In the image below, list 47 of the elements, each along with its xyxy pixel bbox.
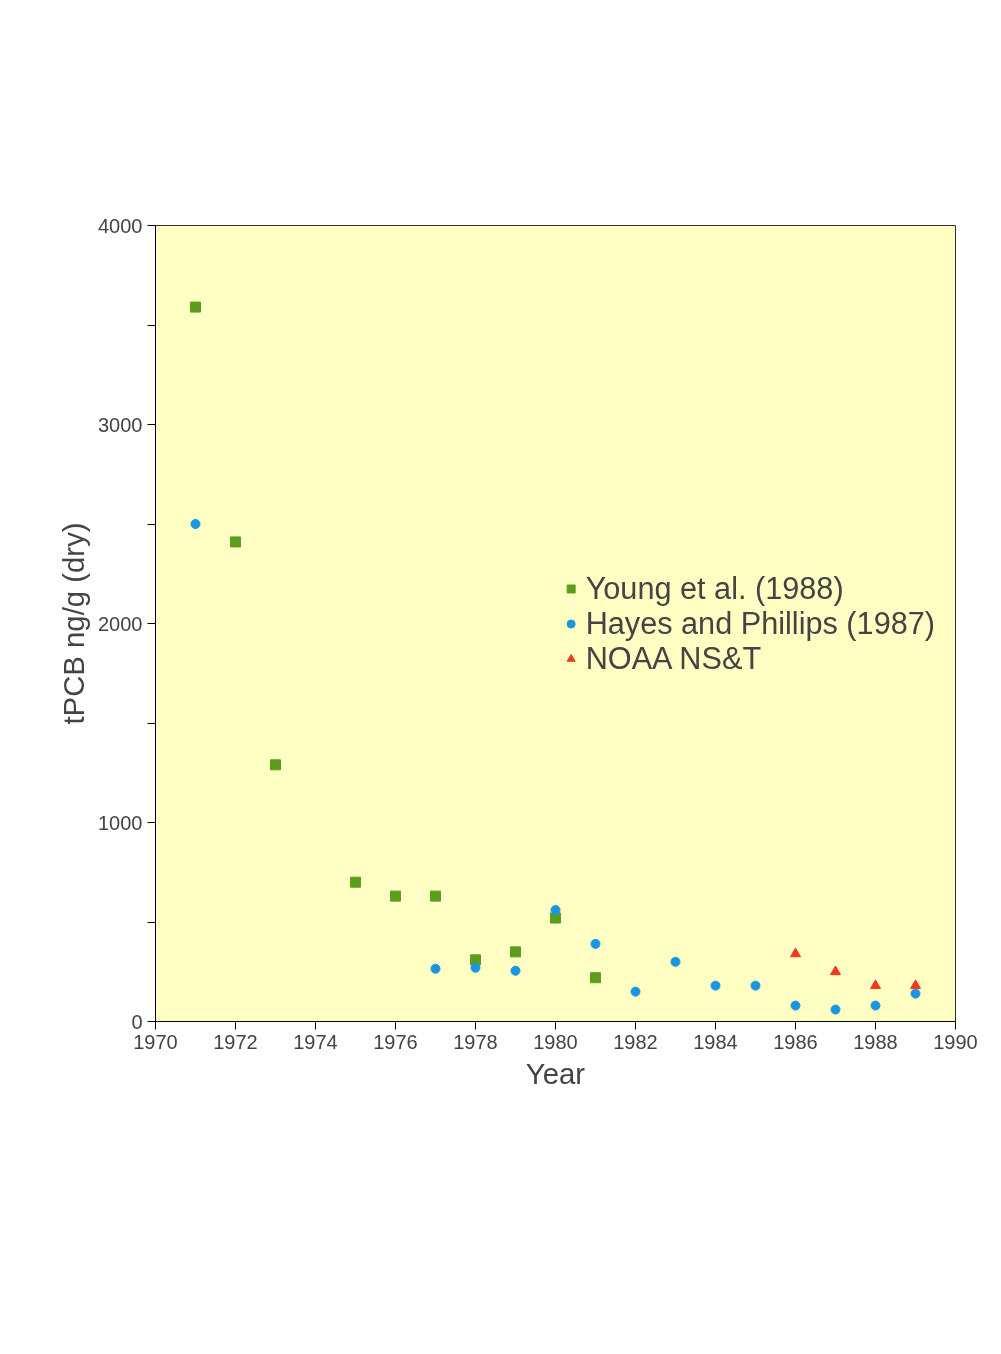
y-tick-label: 2000 bbox=[98, 612, 143, 635]
y-tick-label: 3000 bbox=[98, 413, 143, 436]
point bbox=[750, 980, 761, 991]
point bbox=[470, 962, 481, 973]
point bbox=[510, 965, 521, 976]
point bbox=[630, 986, 641, 997]
x-tick-label: 1970 bbox=[133, 1030, 178, 1053]
point bbox=[870, 979, 881, 990]
point bbox=[710, 980, 721, 991]
point bbox=[430, 890, 441, 902]
point bbox=[510, 946, 521, 958]
point bbox=[430, 963, 441, 974]
y-axis-title: tPCB ng/g (dry) bbox=[57, 522, 91, 725]
point bbox=[270, 759, 281, 771]
y-tick-label: 0 bbox=[131, 1010, 143, 1033]
point bbox=[350, 876, 361, 888]
x-tick-label: 1982 bbox=[613, 1030, 658, 1053]
point bbox=[590, 938, 601, 949]
x-tick-label: 1990 bbox=[933, 1030, 978, 1053]
point bbox=[390, 890, 401, 902]
legend-label: Hayes and Phillips (1987) bbox=[585, 605, 935, 641]
x-tick-label: 1972 bbox=[213, 1030, 258, 1053]
point bbox=[830, 965, 841, 976]
x-tick-label: 1986 bbox=[773, 1030, 818, 1053]
x-tick-label: 1976 bbox=[373, 1030, 418, 1053]
x-tick-label: 1980 bbox=[533, 1030, 578, 1053]
legend-label: NOAA NS&T bbox=[585, 640, 762, 676]
point bbox=[190, 301, 201, 313]
y-tick-label: 4000 bbox=[98, 214, 143, 237]
point bbox=[230, 536, 241, 548]
x-tick-label: 1978 bbox=[453, 1030, 498, 1053]
x-axis-title: Year bbox=[525, 1056, 586, 1090]
point bbox=[830, 1004, 841, 1015]
point bbox=[870, 1000, 881, 1011]
x-tick-label: 1974 bbox=[293, 1030, 338, 1053]
point bbox=[670, 956, 681, 967]
point bbox=[910, 979, 921, 990]
x-tick-label: 1984 bbox=[693, 1030, 738, 1053]
point bbox=[790, 947, 801, 958]
y-tick-label: 1000 bbox=[98, 811, 143, 834]
point bbox=[190, 519, 201, 529]
point bbox=[910, 988, 921, 999]
point bbox=[550, 905, 561, 916]
x-tick-label: 1988 bbox=[853, 1030, 898, 1053]
point bbox=[590, 972, 601, 984]
point bbox=[790, 1000, 801, 1011]
legend-label: Young et al. (1988) bbox=[585, 570, 844, 606]
